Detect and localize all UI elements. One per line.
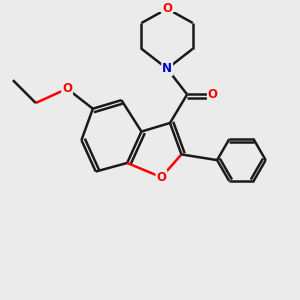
Text: N: N xyxy=(162,62,172,75)
Text: O: O xyxy=(162,2,172,15)
Text: O: O xyxy=(62,82,72,95)
Text: O: O xyxy=(156,171,167,184)
Text: O: O xyxy=(208,88,218,101)
